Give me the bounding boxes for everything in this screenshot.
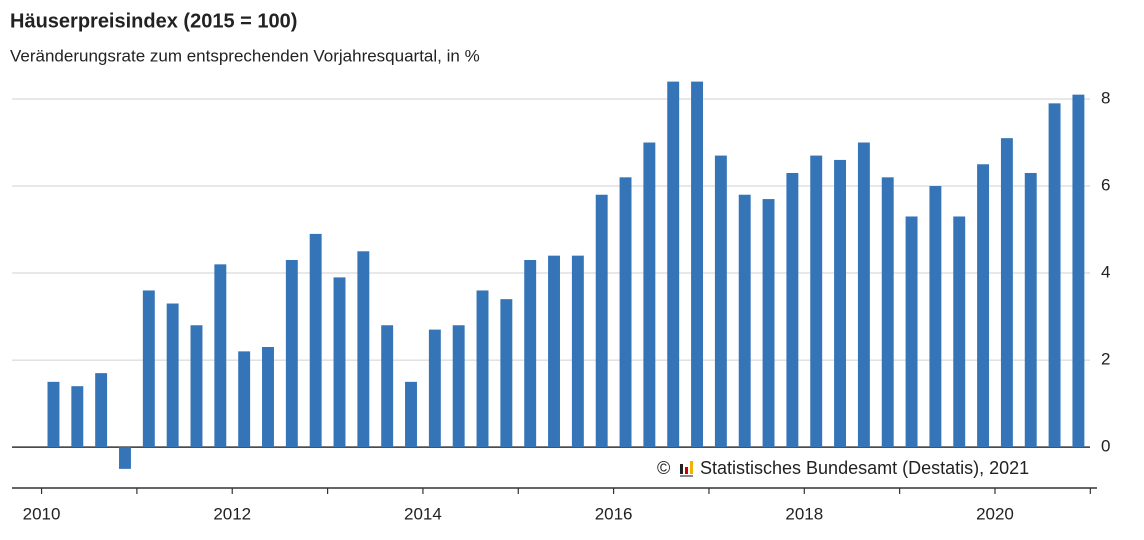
- x-tick-label: 2014: [404, 504, 442, 523]
- bar: [309, 233, 322, 448]
- bar: [1072, 94, 1085, 448]
- bar: [238, 351, 251, 448]
- x-tick-label: 2016: [595, 504, 633, 523]
- bar: [905, 216, 918, 448]
- logo: [680, 461, 693, 477]
- bar: [381, 325, 394, 448]
- bar: [1024, 172, 1037, 448]
- bar: [667, 81, 680, 448]
- copyright: ©: [657, 458, 670, 478]
- bar: [95, 373, 108, 448]
- bar: [714, 155, 727, 448]
- source: Statistisches Bundesamt (Destatis), 2021: [700, 458, 1029, 478]
- bar: [119, 447, 131, 469]
- x-tick-label: 2010: [23, 504, 61, 523]
- bar: [405, 381, 417, 448]
- bar: [595, 194, 608, 448]
- bar: [285, 259, 298, 448]
- bar: [500, 299, 513, 448]
- bar: [524, 259, 537, 448]
- bar: [571, 255, 584, 448]
- bar: [929, 186, 942, 448]
- y-tick-label: 6: [1101, 176, 1110, 195]
- bar: [643, 142, 656, 448]
- bar: [262, 347, 274, 448]
- bar: [881, 177, 894, 448]
- y-tick-label: 8: [1101, 88, 1110, 107]
- bar: [619, 177, 632, 448]
- bar: [810, 155, 823, 448]
- chart-title: Häuserpreisindex (2015 = 100): [10, 10, 297, 32]
- bar: [357, 251, 370, 448]
- chart-subtitle: Veränderungsrate zum entsprechenden Vorj…: [10, 46, 480, 65]
- y-tick-label: 4: [1101, 263, 1110, 282]
- x-tick-label: 2018: [785, 504, 823, 523]
- bar: [834, 159, 847, 448]
- x-tick-label: 2012: [213, 504, 251, 523]
- plot-area: 0 2 4 6 8 2010 2012 2014 2016 2018 2020: [12, 81, 1110, 523]
- bar: [691, 81, 703, 448]
- x-tick-label: 2020: [976, 504, 1014, 523]
- bar: [142, 290, 155, 448]
- y-tick-label: 0: [1101, 437, 1110, 456]
- bar: [953, 216, 966, 448]
- bar: [977, 164, 990, 448]
- bar: [333, 277, 346, 448]
- bar: [452, 325, 465, 448]
- bar: [214, 264, 227, 448]
- bar: [786, 172, 799, 448]
- bar: [71, 386, 84, 448]
- bar: [1048, 103, 1061, 448]
- bar: [857, 142, 870, 448]
- y-tick-label: 2: [1101, 350, 1110, 369]
- bar: [47, 381, 60, 448]
- bar: [428, 329, 441, 448]
- bar: [190, 325, 203, 448]
- bar: [738, 194, 751, 448]
- source-note: © Statistisches Bundesamt (Destatis), 20…: [657, 458, 1029, 478]
- bar: [476, 290, 489, 448]
- bar: [548, 255, 560, 448]
- bar: [762, 199, 775, 448]
- bar: [1000, 138, 1013, 448]
- bar: [166, 303, 179, 448]
